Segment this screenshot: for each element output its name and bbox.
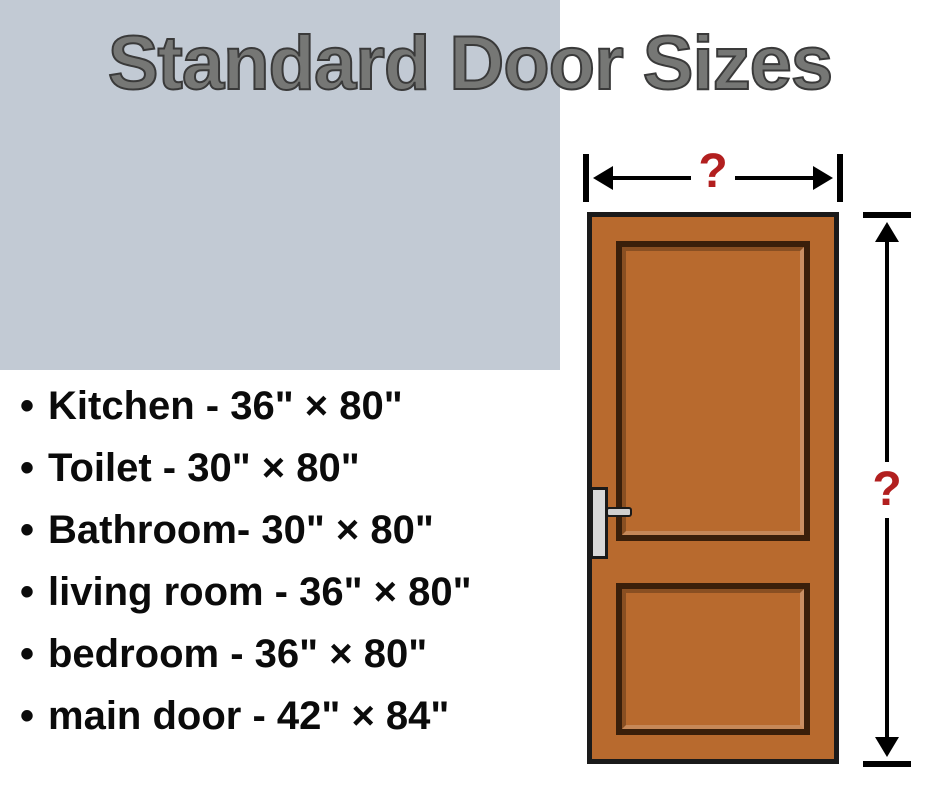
door-icon: [587, 212, 839, 764]
dimension-stop-bottom: [863, 761, 911, 767]
list-item-text: bedroom - 36" × 80": [48, 632, 427, 676]
list-item: •main door - 42" × 84": [20, 685, 580, 747]
door-diagram: ? ?: [565, 140, 925, 775]
list-item-text: Toilet - 30" × 80": [48, 446, 360, 490]
dimension-stop-top: [863, 212, 911, 218]
list-item: •Bathroom- 30" × 80": [20, 499, 580, 561]
list-item-text: Kitchen - 36" × 80": [48, 384, 403, 428]
list-item-text: main door - 42" × 84": [48, 694, 449, 738]
dimension-stop-left: [583, 154, 589, 202]
list-item: •Kitchen - 36" × 80": [20, 375, 580, 437]
door-sizes-list: •Kitchen - 36" × 80" •Toilet - 30" × 80"…: [20, 375, 580, 747]
width-label: ?: [691, 144, 735, 199]
height-dimension: ?: [859, 212, 915, 767]
door-bottom-panel: [616, 583, 810, 735]
door-handle-lever: [606, 507, 632, 517]
door-top-panel: [616, 241, 810, 541]
arrow-down-icon: [875, 737, 899, 757]
height-label: ?: [859, 462, 915, 518]
dimension-stop-right: [837, 154, 843, 202]
door-handle-plate: [590, 487, 608, 559]
list-item-text: Bathroom- 30" × 80": [48, 508, 434, 552]
arrow-right-icon: [813, 166, 833, 190]
list-item: •bedroom - 36" × 80": [20, 623, 580, 685]
list-item: •living room - 36" × 80": [20, 561, 580, 623]
page-title: Standard Door Sizes: [0, 20, 940, 107]
width-dimension: ?: [583, 150, 843, 206]
list-item-text: living room - 36" × 80": [48, 570, 472, 614]
list-item: •Toilet - 30" × 80": [20, 437, 580, 499]
